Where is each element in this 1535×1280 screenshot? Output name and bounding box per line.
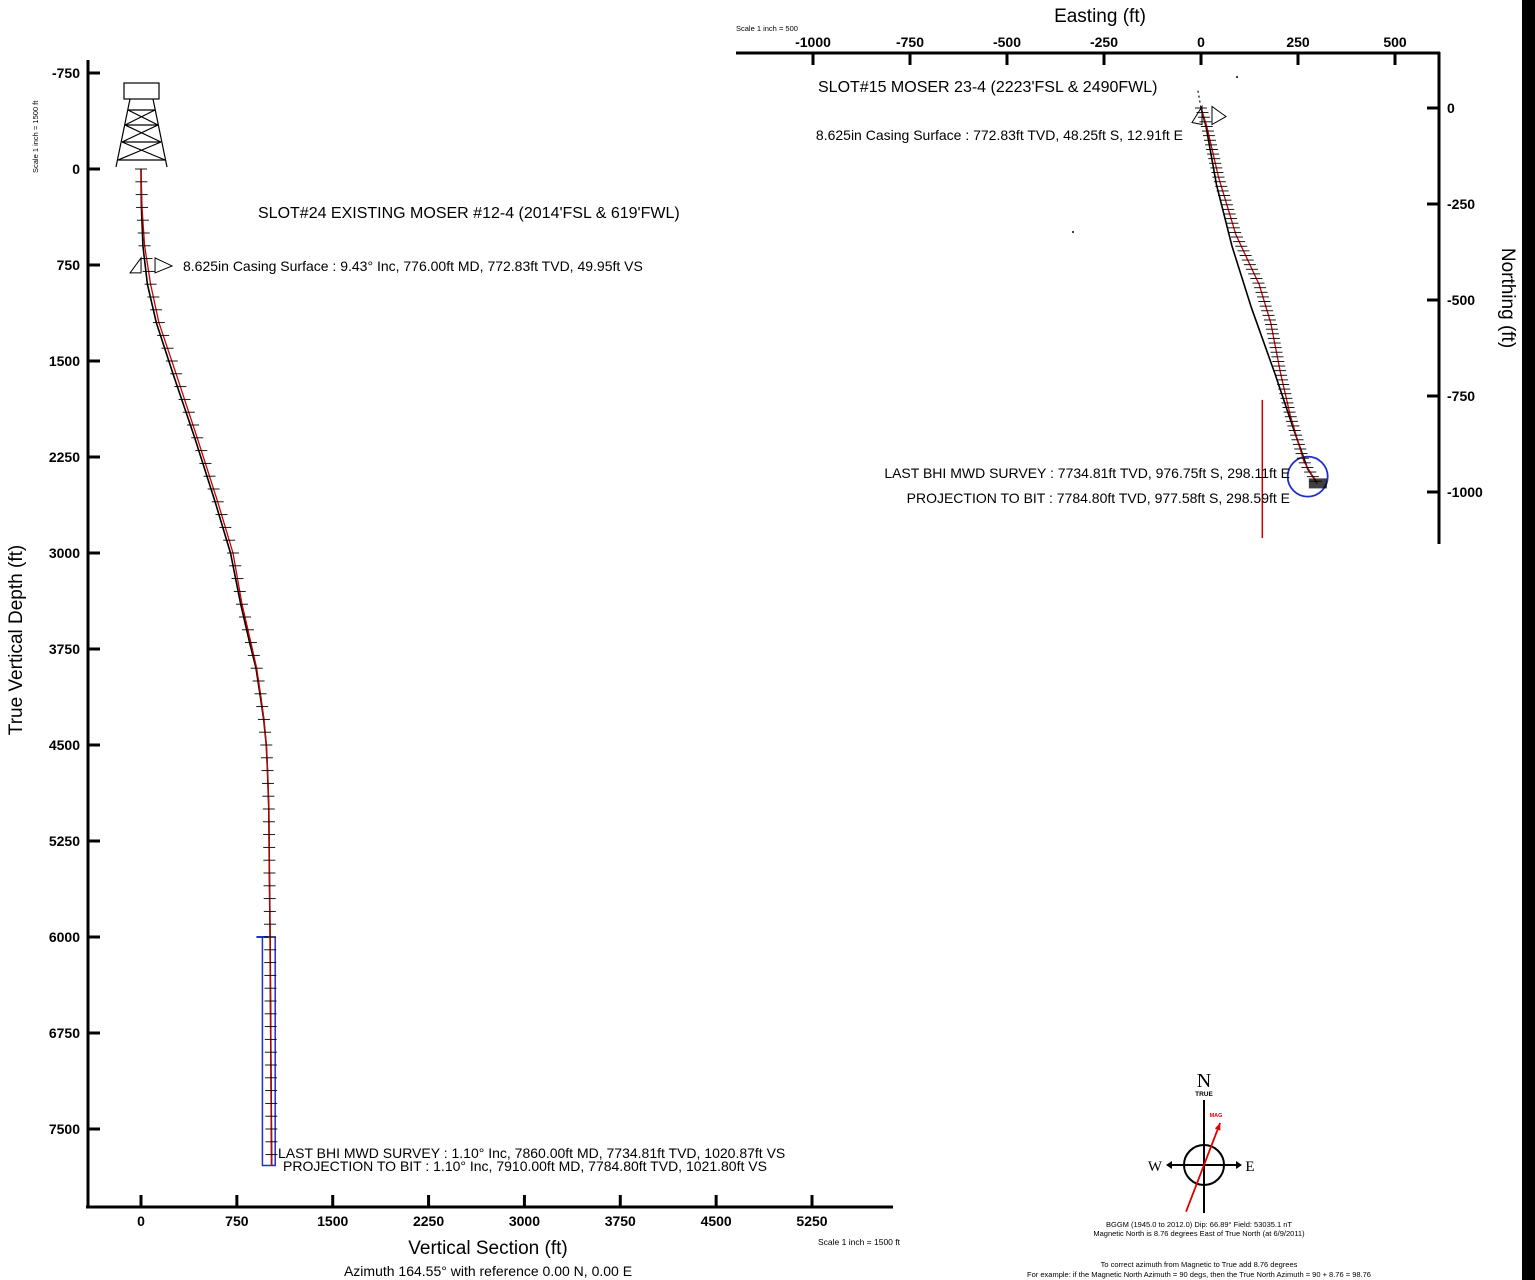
page-edge-bar — [1522, 0, 1535, 1280]
vs-x-tick-label: 3000 — [509, 1213, 540, 1229]
vs-y-tick-label: 6000 — [49, 929, 80, 945]
compass-north-label: N — [1197, 1070, 1211, 1092]
vs-scale-note: Scale 1 inch = 1500 ft — [31, 100, 40, 173]
plan-casing-annotation: 8.625in Casing Surface : 772.83ft TVD, 4… — [816, 127, 1183, 143]
compass-magnetic-north-line — [1185, 1122, 1221, 1212]
plan-casing-marker — [1191, 104, 1227, 126]
plan-target-circle — [1286, 455, 1329, 498]
plan-x-axis-title: Easting (ft) — [1054, 6, 1146, 27]
vs-target-box — [261, 936, 276, 1167]
compass-correction-note: To correct azimuth from Magnetic to True… — [1101, 1260, 1298, 1269]
plan-casing-shoe-icon — [1211, 105, 1227, 126]
plan-x-tick-label: 500 — [1383, 34, 1407, 50]
compass-east-label: E — [1245, 1159, 1254, 1175]
compass-true-label: TRUE — [1195, 1091, 1213, 1098]
vs-survey-line — [140, 168, 273, 1166]
vs-y-ticks: -750 0 750 1500 2250 3000 3750 4500 5250 6000 6750… — [49, 65, 100, 1137]
plan-view-chart: Scale 1 inch = 500 Easting (ft) -1000 -75… — [736, 6, 1518, 544]
plan-casing-shoe-icon — [1191, 104, 1203, 126]
vs-last-survey-annotation: LAST BHI MWD SURVEY : 1.10° Inc, 7860.00… — [278, 1145, 785, 1161]
vertical-section-chart: Scale 1 inch = 1500 ft True Vertical Dep… — [6, 60, 901, 1279]
plan-y-ticks: 0 -250 -500 -750 -1000 — [1427, 100, 1483, 500]
plan-projection-annotation: PROJECTION TO BIT : 7784.80ft TVD, 977.5… — [907, 490, 1290, 506]
plan-x-tick-label: -1000 — [795, 34, 831, 50]
vs-x-tick-label: 5250 — [796, 1213, 827, 1229]
compass-magnetic-arrow-icon — [1214, 1122, 1221, 1131]
plan-y-tick-label: -250 — [1447, 196, 1475, 212]
vs-x-tick-label: 2250 — [413, 1213, 444, 1229]
vs-scale-note-bottom: Scale 1 inch = 1500 ft — [818, 1237, 901, 1247]
derrick-icon — [115, 82, 168, 168]
plan-survey-line — [1200, 107, 1318, 484]
vs-projection-annotation: PROJECTION TO BIT : 1.10° Inc, 7910.00ft… — [283, 1158, 767, 1174]
vs-x-ticks: 0 750 1500 2250 3000 3750 4500 5250 — [137, 1195, 828, 1229]
vs-y-tick-label: 0 — [72, 161, 80, 177]
stray-dot — [1072, 231, 1074, 233]
vs-casing-shoe-icon — [129, 256, 142, 274]
vs-x-tick-label: 4500 — [701, 1213, 732, 1229]
vs-y-tick-label: 7500 — [49, 1121, 80, 1137]
compass-east-arrow-icon — [1236, 1161, 1242, 1169]
plan-scale-note: Scale 1 inch = 500 — [736, 24, 798, 33]
plan-x-tick-label: -500 — [993, 34, 1021, 50]
vs-x-tick-label: 3750 — [605, 1213, 636, 1229]
plan-bottomhole-cluster — [1308, 478, 1327, 489]
vs-y-tick-label: 5250 — [49, 833, 80, 849]
plan-last-survey-annotation: LAST BHI MWD SURVEY : 7734.81ft TVD, 976… — [884, 465, 1290, 481]
plan-x-tick-label: -750 — [896, 34, 924, 50]
vs-azimuth-subtitle: Azimuth 164.55° with reference 0.00 N, 0… — [344, 1263, 632, 1279]
plan-y-axis-title: Northing (ft) — [1497, 248, 1518, 348]
north-arrow-compass: N TRUE W E MAG BGGM (1945.0 to 2012.0) D… — [1027, 1070, 1371, 1279]
plan-x-tick-label: 0 — [1197, 34, 1205, 50]
vs-plan-line — [140, 168, 273, 1166]
vs-x-tick-label: 750 — [225, 1213, 249, 1229]
vs-casing-annotation: 8.625in Casing Surface : 9.43° Inc, 776.… — [183, 258, 643, 274]
vs-wellpath — [135, 168, 278, 1166]
vs-casing-marker — [129, 256, 174, 274]
vs-y-tick-label: -750 — [52, 65, 80, 81]
plan-plan-line — [1200, 107, 1318, 484]
vs-y-tick-label: 4500 — [49, 737, 80, 753]
compass-west-label: W — [1148, 1159, 1163, 1175]
plan-x-tick-label: -250 — [1090, 34, 1118, 50]
compass-example-note: For example: if the Magnetic North Azimu… — [1027, 1270, 1371, 1279]
vs-y-tick-label: 2250 — [49, 449, 80, 465]
plan-x-tick-label: 250 — [1286, 34, 1310, 50]
stray-dot — [1236, 76, 1238, 78]
plan-surface-connector — [1197, 90, 1202, 109]
vs-y-axis-title: True Vertical Depth (ft) — [6, 545, 27, 735]
plan-y-tick-label: -1000 — [1447, 484, 1483, 500]
plan-y-tick-label: 0 — [1447, 100, 1455, 116]
compass-declination-text: Magnetic North is 8.76 degrees East of T… — [1093, 1229, 1305, 1238]
plan-well-label: SLOT#15 MOSER 23-4 (2223'FSL & 2490FWL) — [818, 79, 1158, 96]
vs-well-label: SLOT#24 EXISTING MOSER #12-4 (2014'FSL &… — [258, 205, 680, 222]
vs-y-tick-label: 3750 — [49, 641, 80, 657]
vs-x-axis-title: Vertical Section (ft) — [408, 1238, 567, 1259]
vs-y-tick-label: 6750 — [49, 1025, 80, 1041]
vs-casing-shoe-icon — [154, 257, 174, 274]
vs-x-tick-label: 0 — [137, 1213, 145, 1229]
compass-mag-label: MAG — [1210, 1113, 1223, 1119]
plan-x-ticks: -1000 -750 -500 -250 0 250 500 — [795, 34, 1407, 65]
plan-y-tick-label: -500 — [1447, 292, 1475, 308]
vs-y-tick-label: 750 — [57, 257, 81, 273]
vs-x-tick-label: 1500 — [317, 1213, 348, 1229]
plan-y-tick-label: -750 — [1447, 388, 1475, 404]
vs-y-tick-label: 1500 — [49, 353, 80, 369]
plan-wellpath — [1195, 90, 1327, 489]
vs-y-tick-label: 3000 — [49, 545, 80, 561]
compass-model-text: BGGM (1945.0 to 2012.0) Dip: 66.89° Fiel… — [1106, 1220, 1292, 1229]
compass-west-arrow-icon — [1166, 1161, 1172, 1169]
